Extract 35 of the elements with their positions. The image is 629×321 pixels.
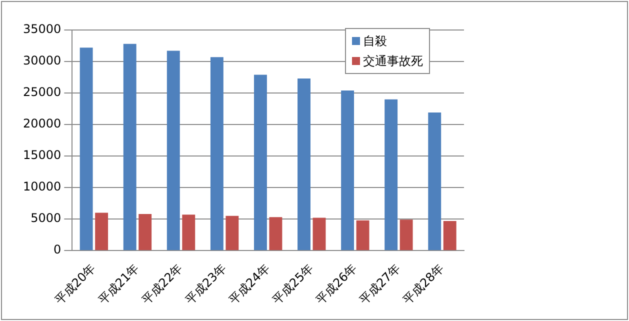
x-tick-label: 平成24年 (226, 261, 272, 308)
bar (356, 220, 370, 250)
bar (95, 212, 108, 250)
bar (254, 74, 267, 250)
bar (341, 90, 354, 250)
x-tick-label: 平成26年 (313, 261, 360, 308)
bar (138, 214, 152, 250)
bar (166, 50, 180, 250)
bar (443, 220, 456, 250)
y-tick-label: 0 (54, 242, 62, 257)
y-tick-label: 20000 (22, 116, 62, 131)
bar (123, 44, 136, 250)
bar (80, 48, 93, 250)
x-tick-label: 平成22年 (139, 261, 186, 308)
x-tick-label: 平成25年 (270, 261, 316, 308)
y-tick-label: 30000 (22, 54, 62, 68)
y-tick-label: 10000 (22, 180, 62, 194)
bar (428, 112, 442, 250)
bar (312, 218, 326, 250)
y-tick-label: 15000 (22, 148, 62, 162)
x-tick-label: 平成21年 (96, 261, 142, 308)
legend-label: 交通事故死 (363, 54, 423, 68)
x-tick-label: 平成20年 (52, 261, 98, 308)
bar (298, 78, 310, 250)
bar (210, 57, 224, 250)
bar (226, 216, 239, 250)
bar (269, 217, 282, 250)
bar (400, 220, 413, 250)
x-tick-label: 平成23年 (182, 261, 229, 308)
legend-label: 自殺 (363, 34, 387, 48)
bar (384, 99, 398, 250)
y-tick-label: 25000 (22, 85, 62, 100)
y-tick-label: 5000 (30, 211, 62, 226)
bar (182, 214, 196, 250)
y-tick-label: 35000 (22, 22, 62, 36)
